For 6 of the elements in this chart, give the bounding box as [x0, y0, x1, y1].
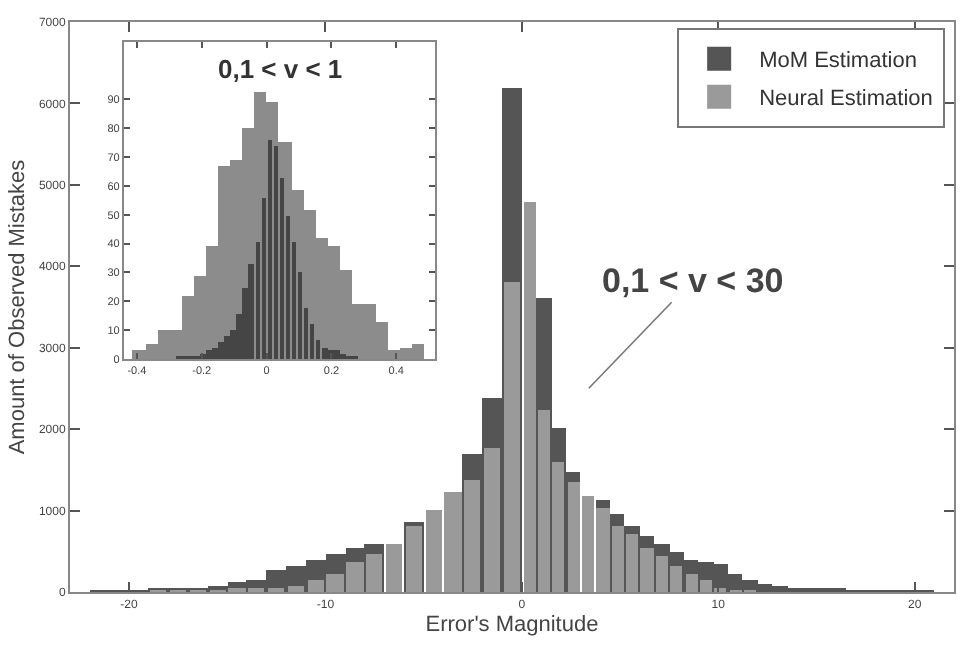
- text: 0,1 < v < 1: [218, 54, 343, 84]
- x-axis-title: Error's Magnitude: [425, 612, 599, 637]
- annotation: 0,1 < v < 30: [602, 262, 784, 300]
- y-axis-title: Amount of Observed Mistakes: [6, 158, 31, 455]
- legend-label: Neural Estimation: [759, 87, 933, 112]
- legend-label: MoM Estimation: [759, 49, 917, 74]
